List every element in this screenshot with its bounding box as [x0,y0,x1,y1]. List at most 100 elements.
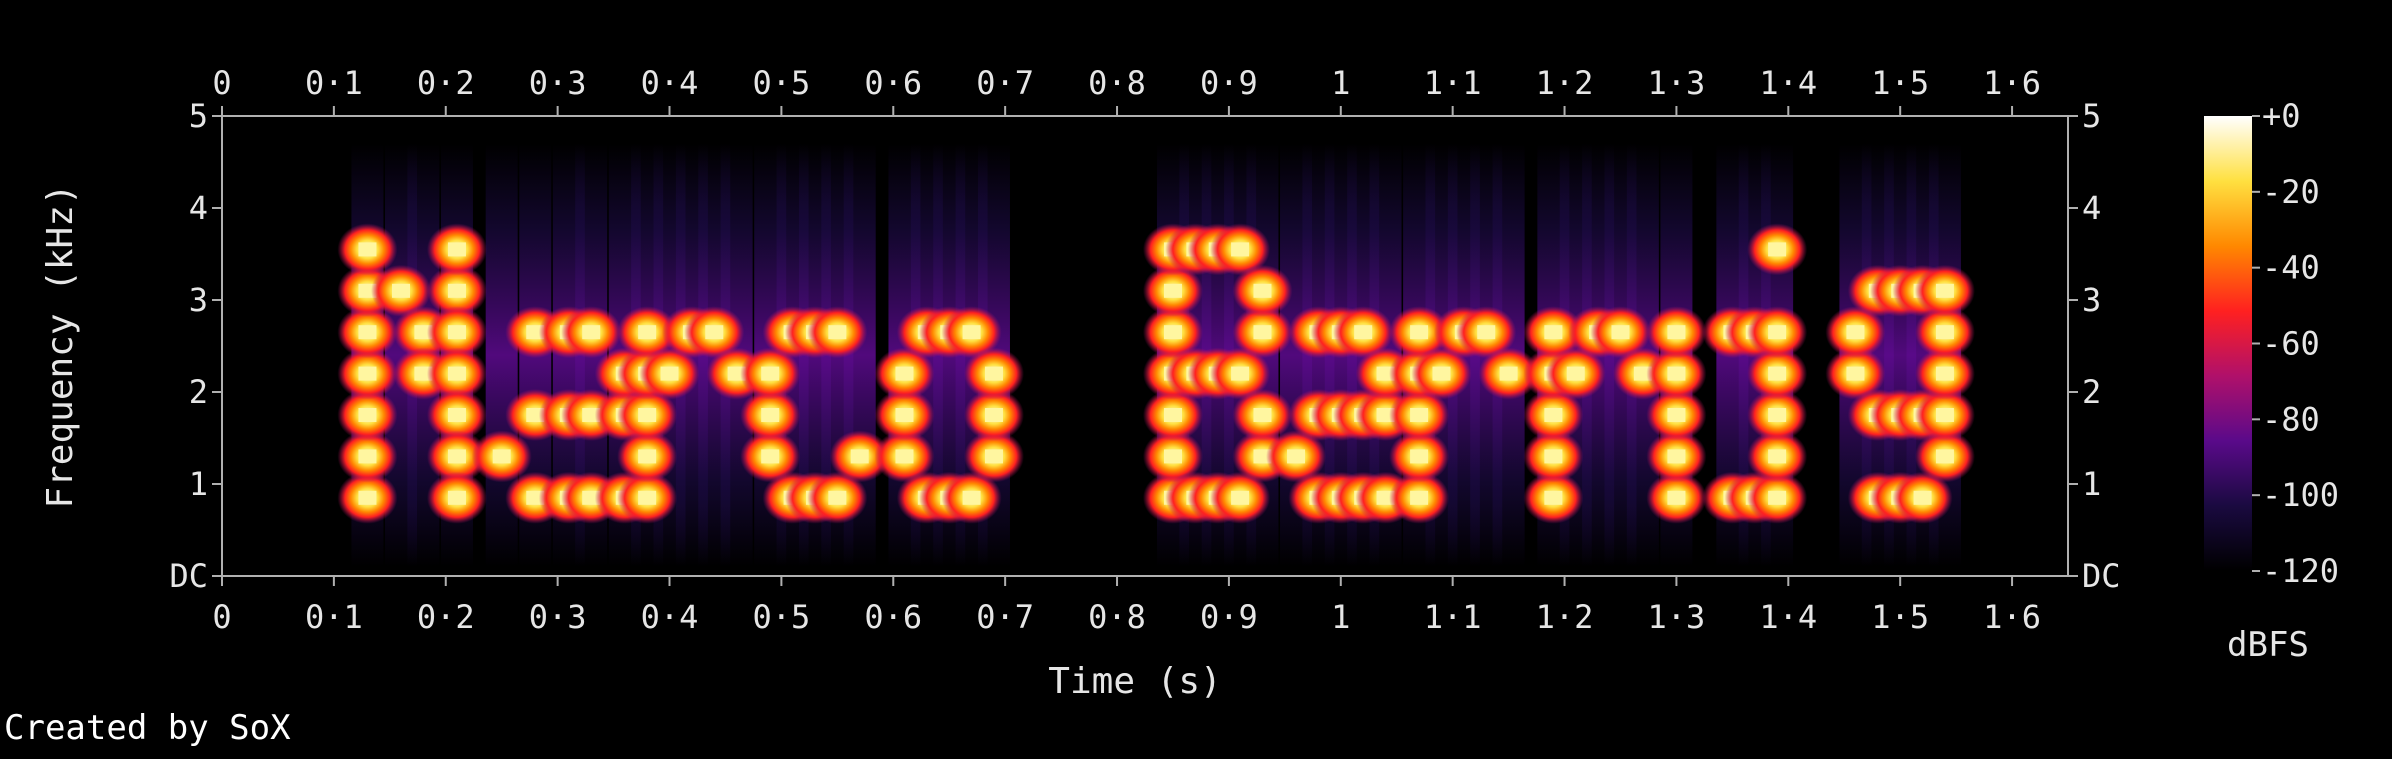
energy-cell [1354,325,1373,340]
energy-cell [358,325,377,340]
colorbar-tick-label: -100 [2262,476,2339,514]
x-tick-label: 0·4 [641,598,699,636]
y-tick-label-right: 2 [2082,373,2101,411]
energy-cell [962,325,981,340]
energy-cell [984,449,1003,464]
energy-cell [1935,449,1954,464]
colorbar-tick-label: -60 [2262,325,2320,363]
energy-cell [1163,449,1182,464]
x-tick-label: 0·3 [529,598,587,636]
x-tick-label-top: 0·5 [752,64,810,102]
energy-cell [1667,490,1686,505]
energy-cell [447,490,466,505]
energy-cell [850,449,869,464]
energy-cell [1163,283,1182,298]
x-tick-label-top: 1·2 [1536,64,1594,102]
energy-cell [1253,283,1272,298]
energy-cell [1287,449,1306,464]
energy-cell [1768,325,1787,340]
x-axis-ticks-top: 0 0·1 0·2 0·3 0·4 0·5 0·6 0·7 0·8 0·9 1 1·1 1·2 1·3 1·… [212,64,2041,116]
energy-cell [1935,366,1954,381]
y-tick-label: DC [169,557,208,595]
colorbar-gradient [2204,116,2252,571]
x-tick-label-top: 0·7 [976,64,1034,102]
energy-cell [1935,325,1954,340]
x-tick-label: 1·2 [1536,598,1594,636]
y-tick-label-right: 1 [2082,465,2101,503]
plot-frame [221,115,2069,577]
energy-cell [1544,325,1563,340]
energy-cell [638,325,657,340]
energy-cell [447,242,466,257]
colorbar-tick-label: -120 [2262,552,2339,590]
x-tick-label-top: 1·3 [1648,64,1706,102]
x-tick-label: 0·2 [417,598,475,636]
x-tick-label-top: 1·5 [1871,64,1929,102]
x-tick-label-top: 1 [1331,64,1350,102]
x-tick-label: 1·1 [1424,598,1482,636]
x-tick-label: 1·3 [1648,598,1706,636]
y-tick-label: 5 [189,97,208,135]
axes [221,115,2069,577]
energy-cell [638,449,657,464]
energy-cell [1667,366,1686,381]
energy-cell [582,325,601,340]
x-tick-label: 0·6 [864,598,922,636]
energy-cell [447,408,466,422]
energy-cell [1163,325,1182,340]
y-tick-label: 1 [189,465,208,503]
energy-cell [1544,490,1563,505]
energy-cell [761,408,780,422]
energy-cell [962,490,981,505]
x-tick-label-top: 1·4 [1759,64,1817,102]
y-tick-label: 3 [189,281,208,319]
energy-cell [447,325,466,340]
y-axis-ticks-left: DC 1 2 3 4 5 [169,97,222,595]
energy-cell [358,242,377,257]
energy-cell [1231,366,1250,381]
y-axis-ticks-right: DC 1 2 3 4 5 [2068,97,2121,595]
energy-cell [1846,325,1865,340]
x-tick-label-top: 1·1 [1424,64,1482,102]
energy-cell [1410,490,1429,505]
y-tick-label-right: 4 [2082,189,2101,227]
x-tick-label-top: 0·4 [641,64,699,102]
x-axis-label: Time (s) [1048,661,1221,702]
x-tick-label-top: 1·6 [1983,64,2041,102]
y-tick-label-right: 5 [2082,97,2101,135]
x-tick-label-top: 0·2 [417,64,475,102]
energy-cell [1768,449,1787,464]
x-tick-label: 0·5 [752,598,810,636]
energy-cell [447,449,466,464]
energy-cell [1253,408,1272,422]
x-tick-label-top: 0·1 [305,64,363,102]
energy-cell [895,408,914,422]
colorbar-tick-label: -40 [2262,249,2320,287]
energy-cell [1768,408,1787,422]
energy-cell [1231,242,1250,257]
y-axis-label: Frequency (kHz) [40,183,81,508]
energy-cell [1667,408,1686,422]
y-tick-label-right: 3 [2082,281,2101,319]
energy-cell [1768,366,1787,381]
colorbar-tick-label: -80 [2262,400,2320,438]
x-tick-label: 1·6 [1983,598,2041,636]
energy-cell [447,366,466,381]
energy-cell [492,449,511,464]
energy-cell [1499,366,1518,381]
x-tick-label: 0·1 [305,598,363,636]
x-tick-label: 0·8 [1088,598,1146,636]
x-tick-label: 1·5 [1871,598,1929,636]
colorbar-tick-label: -20 [2262,173,2320,211]
plot-area [222,116,2068,576]
energy-cell [1935,408,1954,422]
energy-cell [1667,325,1686,340]
x-tick-label-top: 0·9 [1200,64,1258,102]
energy-cell [358,366,377,381]
x-tick-label: 1 [1331,598,1350,636]
energy-cell [638,408,657,422]
colorbar: +0 -20 -40 -60 -80 -100 -120 dBFS [2204,97,2339,665]
x-tick-label-top: 0·8 [1088,64,1146,102]
energy-cell [1410,325,1429,340]
